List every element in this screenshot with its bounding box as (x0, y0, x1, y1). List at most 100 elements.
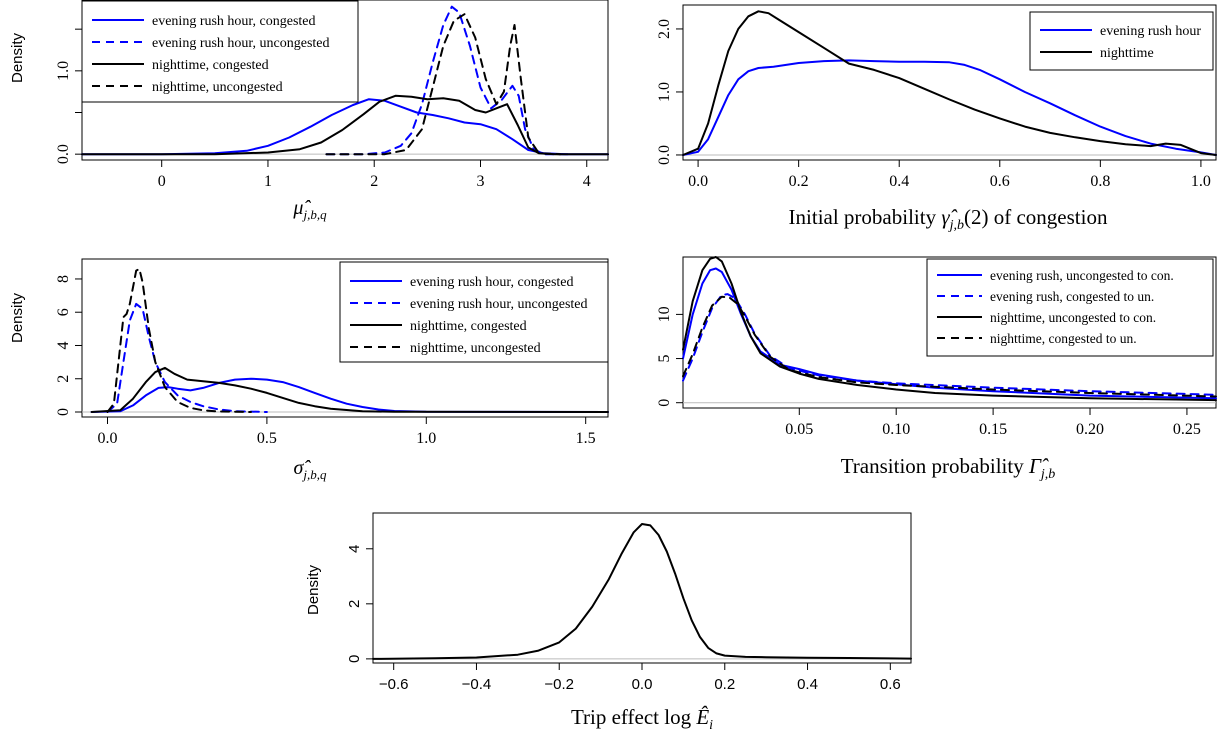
x-axis: 0.0 0.2 0.4 0.6 0.8 1.0 (688, 160, 1211, 190)
x-tick-label: 0.25 (1173, 421, 1201, 438)
y-tick-label: 2.0 (656, 19, 673, 39)
subscript: j,b (1039, 467, 1055, 482)
x-tick-label: 0.0 (632, 676, 653, 693)
panel-mu: 0 1 2 3 4 0.0 1.0 evening rush hour, congeste… (9, 0, 609, 222)
x-tick-label: 0.0 (98, 430, 118, 447)
x-axis: −0.6 −0.4 −0.2 0.0 0.2 0.4 0.6 (379, 663, 901, 693)
density-curve-1 (90, 377, 609, 413)
legend-label: nighttime, congested (152, 58, 269, 73)
legend-label: evening rush hour, congested (410, 275, 574, 290)
series-layer (82, 268, 609, 413)
x-tick-label: −0.4 (462, 676, 492, 693)
x-tick-label: 0.05 (785, 421, 813, 438)
density-curve-1 (81, 98, 609, 156)
legend: evening rush hour, congested evening rush… (339, 261, 609, 363)
series-layer (682, 10, 1217, 156)
x-tick-label: 3 (476, 173, 484, 190)
legend-box (1029, 11, 1214, 71)
legend-label: nighttime (1100, 46, 1154, 61)
legend-label: nighttime, congested (410, 319, 527, 334)
x-axis-label: Trip effect log Êi (571, 705, 713, 733)
E-symbol: Ê (695, 705, 709, 729)
density-curve-2 (682, 293, 1217, 396)
svg-text:σ̂j,b,q: σ̂j,b,q (294, 457, 327, 482)
panel-trip-effect: −0.6 −0.4 −0.2 0.0 0.2 0.4 0.6 0 2 4 Density Tri… (305, 512, 912, 733)
x-tick-label: 0.6 (990, 173, 1010, 190)
x-tick-label: 0.20 (1076, 421, 1104, 438)
legend-label: evening rush, congested to un. (990, 289, 1154, 304)
legend-label: evening rush hour, uncongested (152, 36, 330, 51)
x-tick-label: 4 (583, 173, 591, 190)
y-axis: 0 5 10 (656, 306, 683, 407)
x-tick-label: 0.5 (257, 430, 277, 447)
x-axis-label: μ̂j,b,q (292, 197, 327, 222)
density-curve-4 (106, 268, 252, 413)
series-layer (81, 5, 609, 156)
legend-label: nighttime, uncongested (410, 341, 541, 356)
x-tick-label: 1.0 (416, 430, 436, 447)
subscript: i (709, 718, 713, 733)
y-tick-label: 1.0 (656, 82, 673, 102)
legend-label: nighttime, uncongested (152, 80, 283, 95)
y-tick-label: 2 (55, 375, 72, 383)
series-layer (372, 523, 912, 660)
x-tick-label: 0 (158, 173, 166, 190)
x-tick-label: 1 (264, 173, 272, 190)
x-tick-label: 0.15 (979, 421, 1007, 438)
y-axis: 0.0 1.0 (55, 28, 82, 164)
x-tick-label: 0.4 (889, 173, 909, 190)
y-tick-label: 0 (346, 655, 363, 663)
legend-label: nighttime, congested to un. (990, 331, 1137, 346)
y-tick-label: 10 (656, 306, 673, 322)
svg-text:Initial probability γ̂j,b(2) o: Initial probability γ̂j,b(2) of congesti… (789, 205, 1108, 233)
plot-frame (682, 256, 1217, 409)
x-axis-label: σ̂j,b,q (294, 457, 327, 482)
y-tick-label: 2 (346, 600, 363, 608)
y-tick-label: 5 (656, 355, 673, 363)
y-tick-label: 0.0 (55, 144, 72, 164)
x-tick-label: −0.6 (379, 676, 409, 693)
label-text: Trip effect log (571, 705, 696, 729)
y-tick-label: 4 (346, 545, 363, 553)
x-tick-label: 0.2 (789, 173, 809, 190)
x-tick-label: 0.10 (882, 421, 910, 438)
x-axis: 0 1 2 3 4 (158, 160, 591, 190)
legend-label: evening rush, uncongested to con. (990, 268, 1174, 283)
y-tick-label: 6 (55, 308, 72, 316)
x-tick-label: 1.0 (1191, 173, 1211, 190)
y-tick-label: 4 (55, 341, 72, 349)
x-tick-label: 0.0 (688, 173, 708, 190)
density-curve-1 (682, 59, 1217, 156)
x-tick-label: 0.2 (714, 676, 735, 693)
plot-frame (682, 4, 1217, 161)
legend: evening rush hour, congested evening rush… (81, 0, 359, 103)
y-axis-label: Density (305, 564, 322, 615)
x-tick-label: −0.2 (544, 676, 574, 693)
y-tick-label: 0 (656, 399, 673, 407)
x-axis-label: Initial probability γ̂j,b(2) of congesti… (789, 205, 1108, 233)
legend-label: evening rush hour (1100, 24, 1201, 39)
density-curve-2 (325, 5, 572, 156)
subscript: j,b (948, 218, 964, 233)
y-tick-label: 1.0 (55, 61, 72, 81)
y-axis-label: Density (9, 292, 26, 343)
density-curve-2 (682, 10, 1217, 156)
x-tick-label: 1.5 (576, 430, 596, 447)
y-axis-label: Density (9, 32, 26, 83)
x-tick-label: 0.4 (797, 676, 818, 693)
density-curve-2 (106, 302, 268, 413)
legend: evening rush, uncongested to con. evening… (926, 258, 1214, 357)
y-tick-label: 0.0 (656, 145, 673, 165)
svg-text:μ̂j,b,q: μ̂j,b,q (292, 197, 327, 222)
legend-label: evening rush hour, congested (152, 14, 316, 29)
legend: evening rush hour nighttime (1029, 11, 1214, 71)
density-curve-4 (325, 13, 562, 156)
y-axis: 0 2 4 (346, 545, 373, 663)
x-axis-label: Transition probability Γ̂j,b (841, 454, 1056, 482)
svg-text:Trip effect log Êi: Trip effect log Êi (571, 705, 713, 733)
label-text-2: (2) of congestion (964, 205, 1108, 229)
x-tick-label: 2 (370, 173, 378, 190)
label-text: Transition probability (841, 454, 1029, 478)
x-axis: 0.0 0.5 1.0 1.5 (98, 417, 596, 447)
